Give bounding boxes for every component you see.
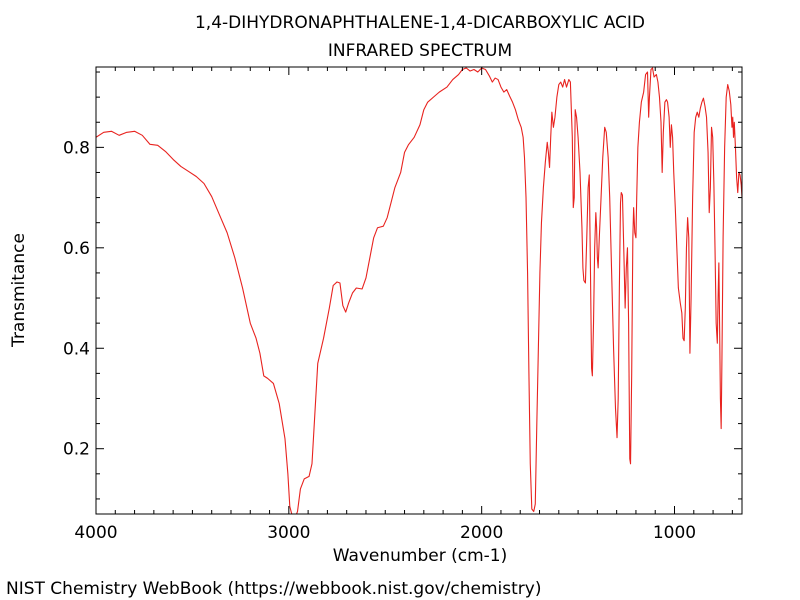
y-tick-label: 0.8 bbox=[63, 138, 90, 158]
y-axis-label: Transmitance bbox=[9, 233, 29, 348]
y-tick-label: 0.2 bbox=[63, 440, 90, 460]
chart-title: 1,4-DIHYDRONAPHTHALENE-1,4-DICARBOXYLIC … bbox=[195, 13, 645, 61]
plot-frame bbox=[95, 66, 743, 515]
chart-title-line-1: 1,4-DIHYDRONAPHTHALENE-1,4-DICARBOXYLIC … bbox=[195, 13, 645, 33]
source-footer: NIST Chemistry WebBook (https://webbook.… bbox=[6, 579, 541, 599]
spectrum-series-group bbox=[96, 67, 742, 514]
spectrum-line-0 bbox=[96, 67, 742, 514]
chart-title-line-2: INFRARED SPECTRUM bbox=[328, 41, 512, 61]
y-axis-ticks: 0.2 0.4 0.6 0.8 bbox=[63, 71, 742, 500]
x-tick-label: 3000 bbox=[267, 523, 310, 543]
x-axis-ticks: 4000 3000 2000 1000 bbox=[74, 67, 733, 543]
y-tick-label: 0.4 bbox=[63, 339, 90, 359]
y-tick-label: 0.6 bbox=[63, 239, 90, 259]
x-tick-label: 1000 bbox=[653, 523, 696, 543]
x-tick-label: 2000 bbox=[460, 523, 503, 543]
x-tick-label: 4000 bbox=[74, 523, 117, 543]
x-axis-label: Wavenumber (cm-1) bbox=[333, 546, 508, 566]
